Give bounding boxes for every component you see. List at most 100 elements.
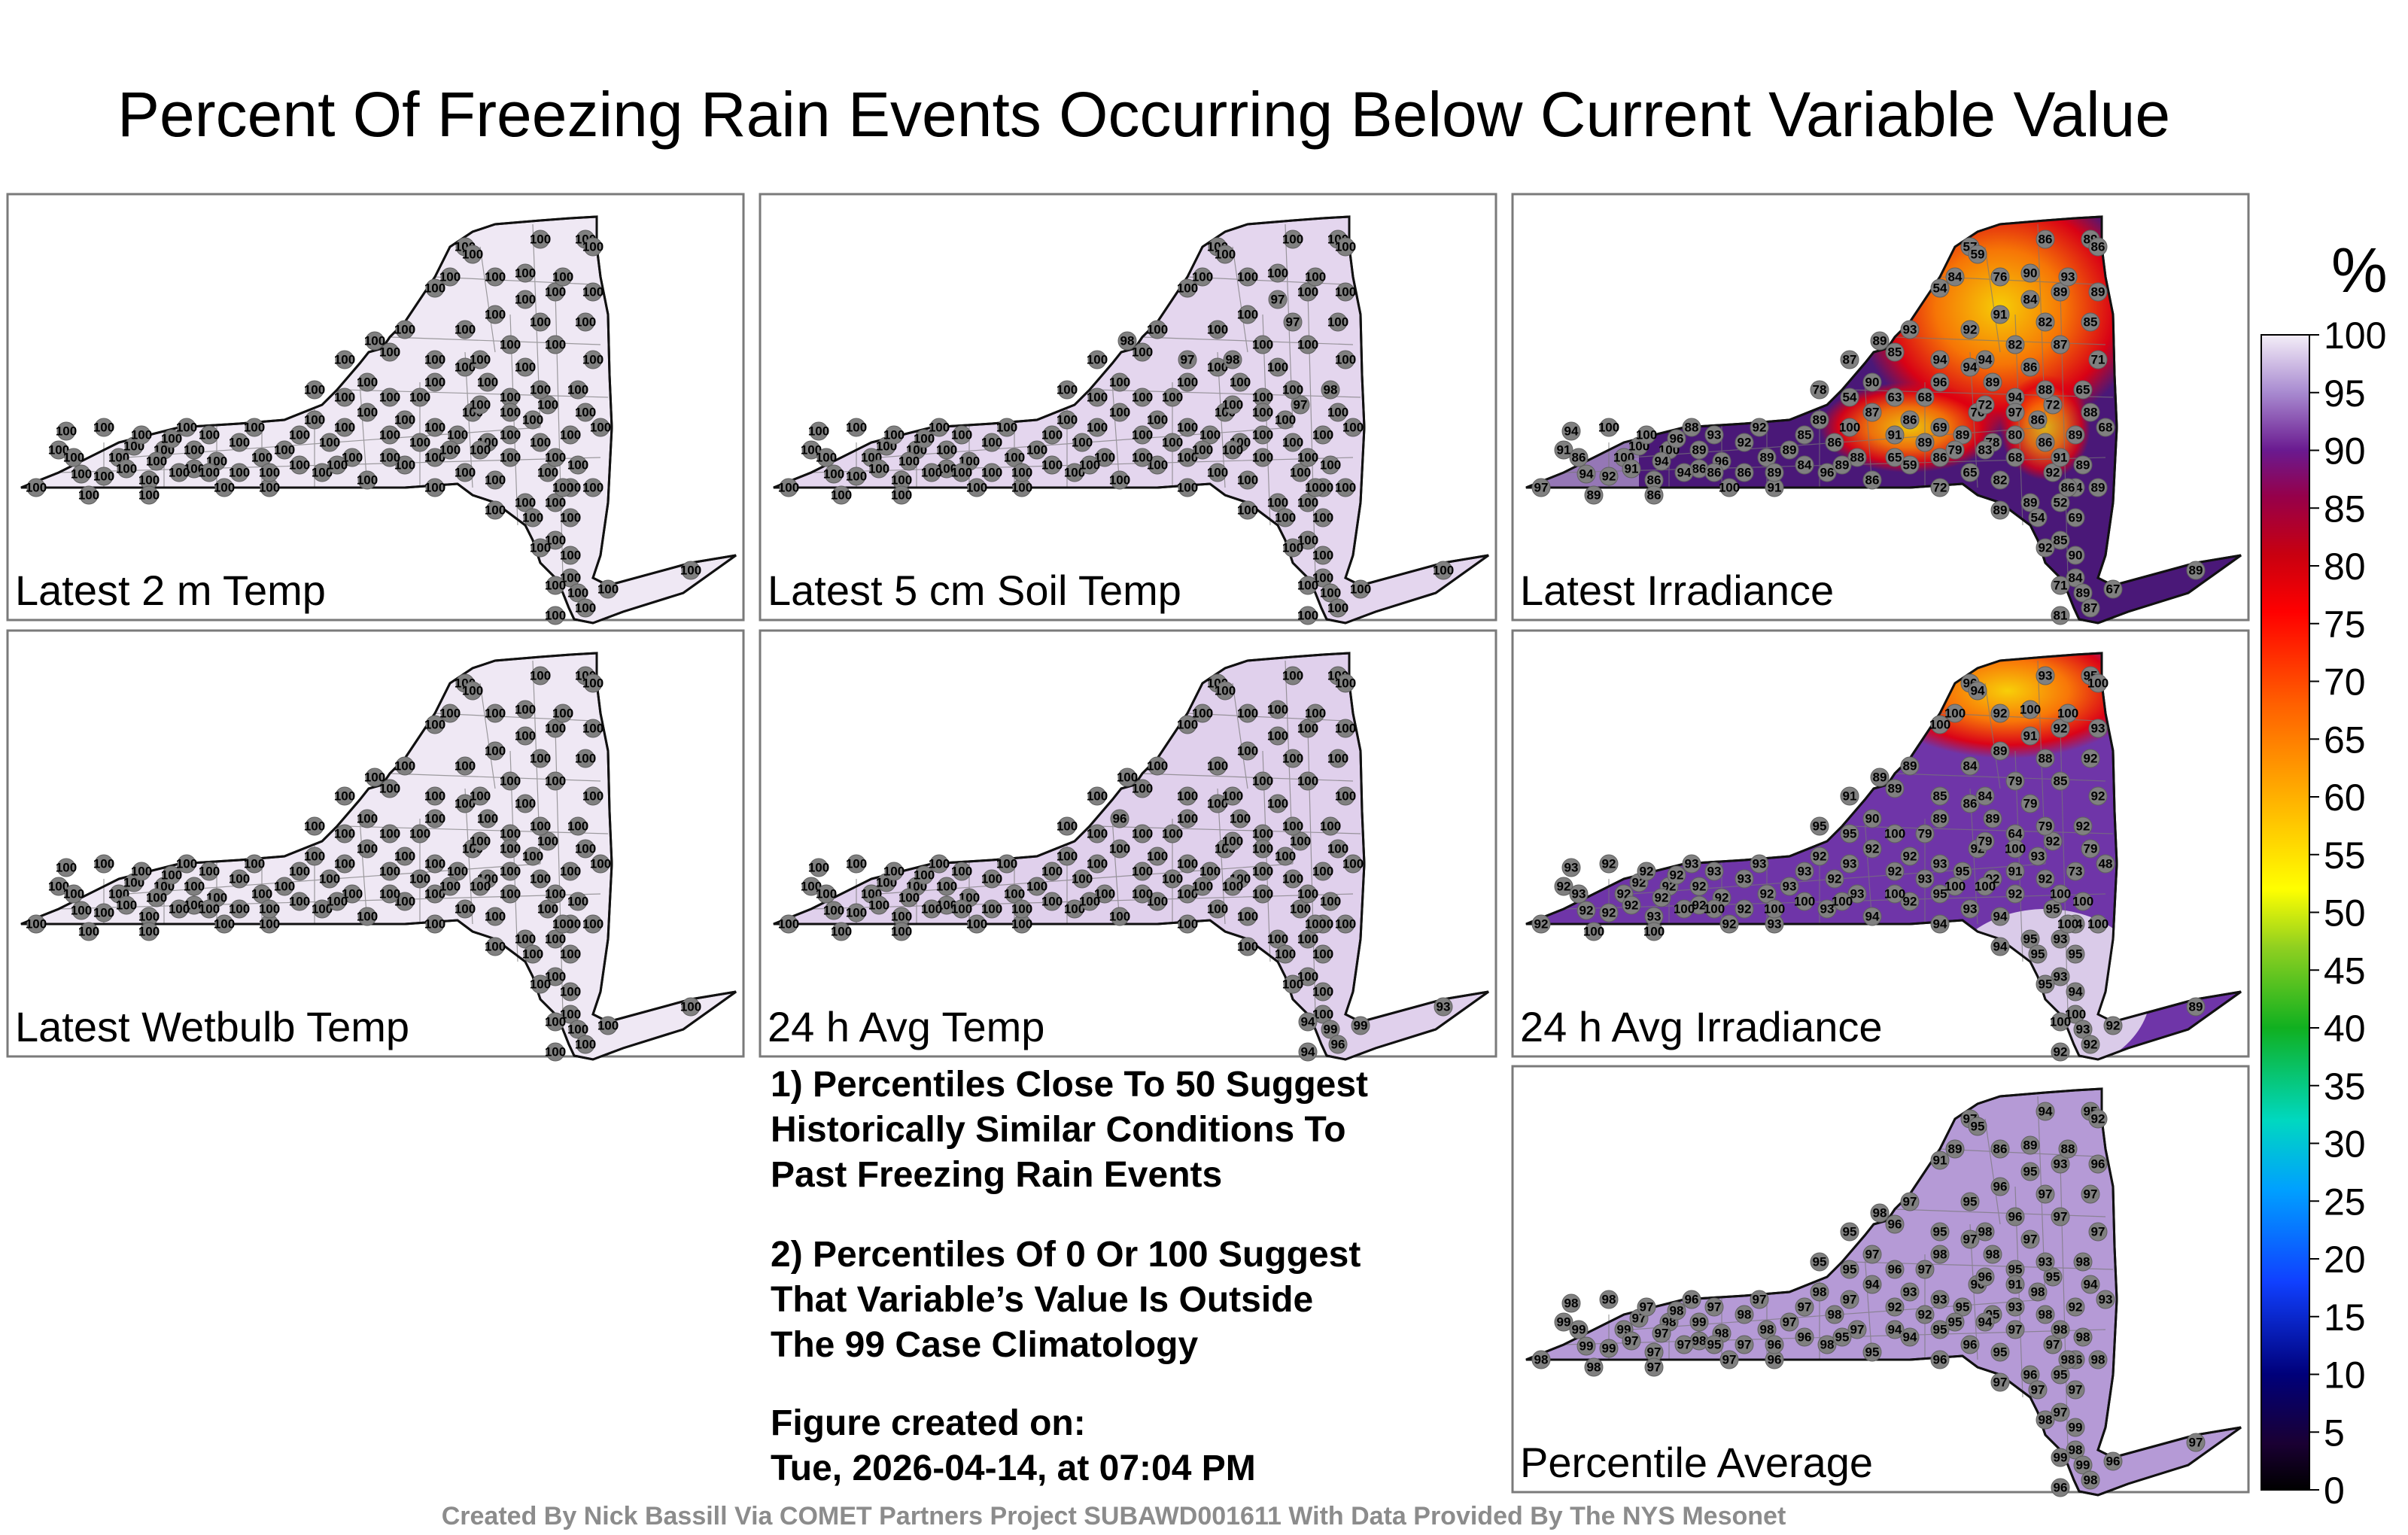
station-marker: 96 — [1110, 809, 1130, 828]
station-value: 100 — [680, 1000, 701, 1014]
station-value: 100 — [214, 917, 235, 932]
station-dot — [1283, 312, 1303, 332]
station-dot — [1072, 433, 1092, 452]
station-marker: 100 — [1087, 350, 1108, 369]
station-dot — [523, 508, 543, 527]
station-marker: 87 — [1840, 350, 1859, 369]
station-marker: 100 — [1704, 899, 1725, 919]
station-marker: 100 — [1177, 914, 1198, 934]
station-marker: 100 — [560, 425, 581, 445]
station-marker: 92 — [1862, 839, 1882, 859]
station-marker: 100 — [808, 858, 829, 877]
station-value: 92 — [2106, 1019, 2121, 1033]
station-marker: 98 — [1561, 1293, 1581, 1313]
station-value: 100 — [1177, 917, 1198, 932]
station-value: 95 — [2031, 947, 2045, 962]
station-marker: 91 — [2005, 862, 2025, 881]
station-dot — [1208, 463, 1227, 482]
station-marker: 97 — [1622, 1331, 1641, 1351]
station-value: 100 — [545, 1045, 566, 1059]
station-value: 89 — [2091, 481, 2105, 495]
station-marker: 100 — [560, 982, 581, 1002]
station-value: 100 — [485, 473, 506, 488]
station-marker: 100 — [1094, 448, 1115, 467]
station-value: 100 — [1237, 940, 1258, 954]
station-value: 98 — [2076, 1330, 2090, 1345]
station-value: 96 — [1113, 812, 1127, 826]
note-2: 2) Percentiles Of 0 Or 100 Suggest That … — [771, 1235, 1361, 1365]
station-marker: 100 — [1282, 749, 1303, 768]
station-dot — [561, 546, 580, 565]
station-value: 91 — [1993, 308, 2008, 322]
station-value: 100 — [394, 759, 415, 774]
station-value: 100 — [500, 887, 521, 901]
station-value: 100 — [515, 932, 536, 947]
station-value: 100 — [289, 458, 310, 473]
station-marker: 100 — [1147, 455, 1168, 475]
station-value: 100 — [470, 880, 491, 894]
station-dot — [1238, 470, 1257, 490]
station-value: 100 — [1764, 902, 1785, 916]
station-value: 89 — [1986, 375, 2000, 390]
station-value: 100 — [951, 466, 972, 480]
station-marker: 86 — [1735, 463, 1754, 482]
station-value: 100 — [424, 375, 445, 390]
station-dot — [515, 290, 535, 309]
station-marker: 100 — [1041, 892, 1063, 911]
station-marker: 100 — [357, 372, 378, 392]
colorbar-tick-label: 90 — [2324, 430, 2366, 473]
station-value: 95 — [1963, 1195, 1978, 1209]
station-value: 90 — [1865, 375, 1880, 390]
station-marker: 96 — [1885, 1260, 1905, 1279]
station-marker: 94 — [2081, 1275, 2100, 1294]
station-marker: 100 — [545, 576, 566, 595]
station-dot — [982, 463, 1002, 482]
station-value: 78 — [1813, 383, 1827, 397]
station-value: 100 — [1057, 819, 1078, 834]
station-value: 100 — [552, 270, 573, 284]
station-dot — [531, 229, 550, 249]
station-value: 94 — [2008, 391, 2023, 405]
station-value: 100 — [1237, 270, 1258, 284]
station-value: 100 — [1237, 910, 1258, 924]
station-dot — [147, 451, 166, 471]
station-dot — [1268, 357, 1288, 377]
station-marker: 89 — [1990, 500, 2010, 520]
station-marker: 95 — [1810, 1252, 1829, 1272]
station-marker: 100 — [500, 425, 521, 445]
station-value: 96 — [2054, 1481, 2068, 1495]
station-value: 100 — [1237, 473, 1258, 488]
station-value: 100 — [1132, 887, 1153, 901]
station-value: 100 — [1282, 383, 1303, 397]
station-value: 100 — [379, 428, 400, 442]
station-marker: 100 — [1832, 892, 1853, 911]
station-value: 72 — [1978, 398, 1993, 412]
station-value: 95 — [1843, 827, 1857, 841]
station-dot — [531, 312, 550, 332]
station-value: 100 — [274, 443, 295, 457]
station-value: 100 — [1275, 947, 1296, 962]
station-value: 100 — [808, 861, 829, 875]
station-marker: 100 — [2050, 884, 2071, 904]
station-marker: 100 — [1297, 576, 1318, 595]
station-dot — [546, 493, 565, 512]
station-marker: 100 — [1312, 568, 1333, 588]
station-value: 59 — [1971, 248, 1985, 262]
station-value: 93 — [1647, 910, 1662, 924]
colorbar-tick-label: 40 — [2324, 1008, 2366, 1050]
station-marker: 100 — [1267, 726, 1288, 746]
station-marker: 100 — [590, 854, 611, 874]
station-marker: 68 — [2005, 448, 2025, 467]
colorbar-tick-label: 55 — [2324, 834, 2366, 877]
station-value: 94 — [1993, 910, 2008, 924]
station-value: 100 — [199, 865, 220, 879]
station-value: 71 — [2054, 579, 2068, 593]
station-marker: 100 — [560, 568, 581, 588]
station-marker: 92 — [1667, 865, 1686, 885]
station-marker: 100 — [26, 478, 47, 497]
station-marker: 100 — [560, 546, 581, 565]
station-value: 100 — [229, 902, 250, 916]
station-value: 92 — [1579, 904, 1594, 918]
station-marker: 100 — [1199, 425, 1221, 445]
station-marker: 76 — [1990, 267, 2010, 287]
